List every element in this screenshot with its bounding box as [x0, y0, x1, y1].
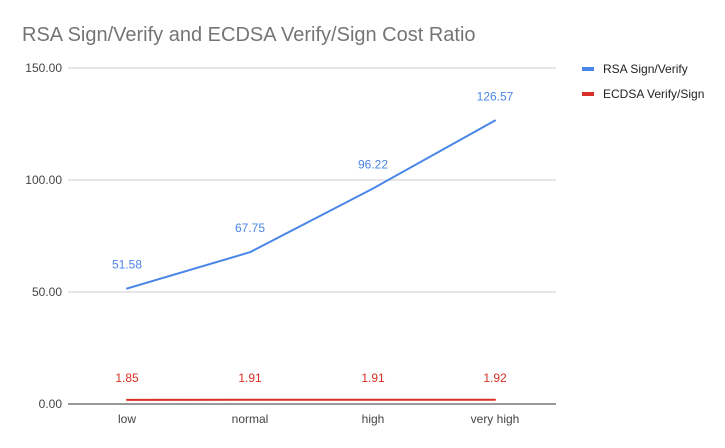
x-tick-label: normal: [232, 412, 269, 426]
series-line-0: [126, 119, 496, 290]
data-label: 1.92: [483, 371, 507, 385]
x-axis: low normal high very high: [118, 412, 519, 426]
series-lines: [126, 119, 496, 401]
data-label: 1.91: [238, 371, 262, 385]
data-label: 1.91: [361, 371, 385, 385]
data-label: 96.22: [358, 157, 388, 171]
gridlines: [68, 67, 556, 405]
y-tick-label: 50.00: [32, 285, 62, 299]
legend-label: RSA Sign/Verify: [603, 62, 688, 76]
legend-label: ECDSA Verify/Sign: [603, 87, 704, 101]
y-tick-label: 150.00: [25, 61, 62, 75]
y-tick-label: 100.00: [25, 173, 62, 187]
data-labels: 51.58 67.75 96.22 126.57 1.85 1.91 1.91 1.92: [112, 89, 514, 385]
y-tick-label: 0.00: [39, 397, 63, 411]
y-axis: 0.00 50.00 100.00 150.00: [25, 61, 62, 411]
x-tick-label: high: [362, 412, 385, 426]
data-label: 126.57: [477, 89, 514, 103]
legend: RSA Sign/Verify ECDSA Verify/Sign: [582, 62, 704, 101]
x-tick-label: low: [118, 412, 136, 426]
data-label: 1.85: [115, 371, 139, 385]
chart-title: RSA Sign/Verify and ECDSA Verify/Sign Co…: [22, 24, 476, 46]
data-label: 51.58: [112, 257, 142, 271]
data-label: 67.75: [235, 221, 265, 235]
x-tick-label: very high: [471, 412, 520, 426]
